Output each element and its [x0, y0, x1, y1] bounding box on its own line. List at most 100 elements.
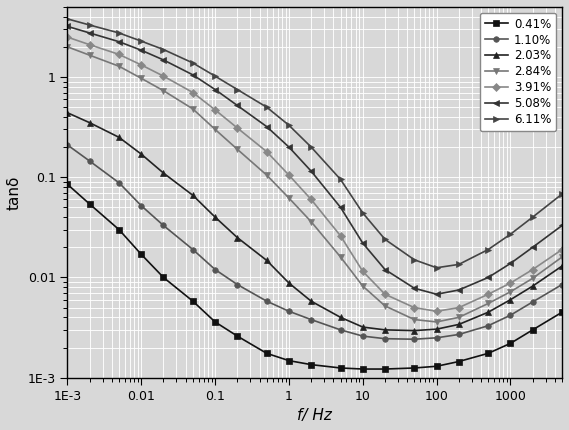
2.84%	[360, 283, 366, 289]
Line: 2.84%: 2.84%	[65, 44, 565, 325]
6.11%	[86, 22, 93, 28]
2.03%	[529, 283, 536, 289]
5.08%	[263, 124, 270, 129]
1.10%	[234, 282, 241, 287]
6.11%	[189, 60, 196, 65]
2.84%	[138, 76, 145, 81]
1.10%	[308, 317, 315, 322]
5.08%	[189, 72, 196, 77]
Line: 5.08%: 5.08%	[65, 24, 565, 297]
0.41%	[234, 334, 241, 339]
0.41%	[263, 351, 270, 356]
2.03%	[507, 297, 514, 302]
1.10%	[138, 203, 145, 208]
5.08%	[308, 169, 315, 174]
5.08%	[507, 261, 514, 266]
2.03%	[212, 215, 218, 220]
6.11%	[455, 262, 462, 267]
0.41%	[529, 327, 536, 332]
6.11%	[337, 177, 344, 182]
1.10%	[507, 313, 514, 318]
6.11%	[234, 87, 241, 92]
3.91%	[286, 172, 292, 178]
1.10%	[64, 142, 71, 147]
5.08%	[529, 245, 536, 250]
1.10%	[86, 159, 93, 164]
3.91%	[212, 108, 218, 113]
3.91%	[529, 267, 536, 272]
5.08%	[360, 240, 366, 246]
6.11%	[529, 215, 536, 220]
2.03%	[286, 280, 292, 286]
Line: 1.10%: 1.10%	[65, 142, 565, 342]
2.84%	[86, 52, 93, 58]
2.84%	[286, 196, 292, 201]
3.91%	[138, 62, 145, 68]
5.08%	[455, 287, 462, 292]
6.11%	[64, 16, 71, 22]
1.10%	[455, 332, 462, 337]
6.11%	[507, 232, 514, 237]
6.11%	[411, 257, 418, 262]
0.41%	[160, 275, 167, 280]
Line: 2.03%: 2.03%	[65, 110, 565, 333]
2.84%	[160, 88, 167, 93]
2.84%	[64, 44, 71, 49]
0.41%	[64, 182, 71, 187]
3.91%	[234, 126, 241, 131]
2.84%	[116, 64, 122, 69]
6.11%	[138, 39, 145, 44]
3.91%	[411, 305, 418, 310]
5.08%	[337, 205, 344, 210]
5.08%	[212, 87, 218, 92]
3.91%	[360, 269, 366, 274]
2.84%	[234, 147, 241, 152]
0.41%	[212, 319, 218, 325]
2.03%	[234, 235, 241, 240]
2.84%	[529, 276, 536, 281]
1.10%	[559, 282, 566, 287]
5.08%	[286, 144, 292, 150]
2.84%	[337, 255, 344, 260]
2.84%	[411, 317, 418, 322]
2.03%	[160, 171, 167, 176]
0.41%	[411, 366, 418, 371]
2.84%	[507, 289, 514, 295]
X-axis label: f/ Hz: f/ Hz	[298, 408, 332, 423]
0.41%	[189, 298, 196, 304]
1.10%	[529, 299, 536, 304]
2.03%	[86, 120, 93, 125]
2.03%	[116, 135, 122, 140]
1.10%	[116, 180, 122, 185]
0.41%	[507, 341, 514, 346]
1.10%	[382, 336, 389, 341]
3.91%	[337, 233, 344, 239]
6.11%	[286, 123, 292, 128]
5.08%	[433, 292, 440, 297]
5.08%	[411, 286, 418, 291]
Line: 6.11%: 6.11%	[65, 16, 565, 270]
1.10%	[263, 298, 270, 304]
3.91%	[485, 292, 492, 297]
2.03%	[382, 327, 389, 332]
2.84%	[485, 301, 492, 306]
6.11%	[360, 210, 366, 215]
1.10%	[189, 247, 196, 252]
6.11%	[308, 144, 315, 150]
5.08%	[86, 31, 93, 36]
3.91%	[263, 149, 270, 154]
2.84%	[455, 315, 462, 320]
2.03%	[455, 322, 462, 327]
5.08%	[559, 223, 566, 228]
Line: 0.41%: 0.41%	[65, 181, 565, 372]
0.41%	[308, 362, 315, 367]
5.08%	[382, 267, 389, 272]
Line: 3.91%: 3.91%	[65, 34, 565, 314]
2.03%	[308, 298, 315, 304]
2.03%	[337, 315, 344, 320]
0.41%	[360, 366, 366, 372]
1.10%	[212, 267, 218, 272]
6.11%	[485, 247, 492, 252]
6.11%	[212, 74, 218, 79]
2.03%	[433, 326, 440, 332]
